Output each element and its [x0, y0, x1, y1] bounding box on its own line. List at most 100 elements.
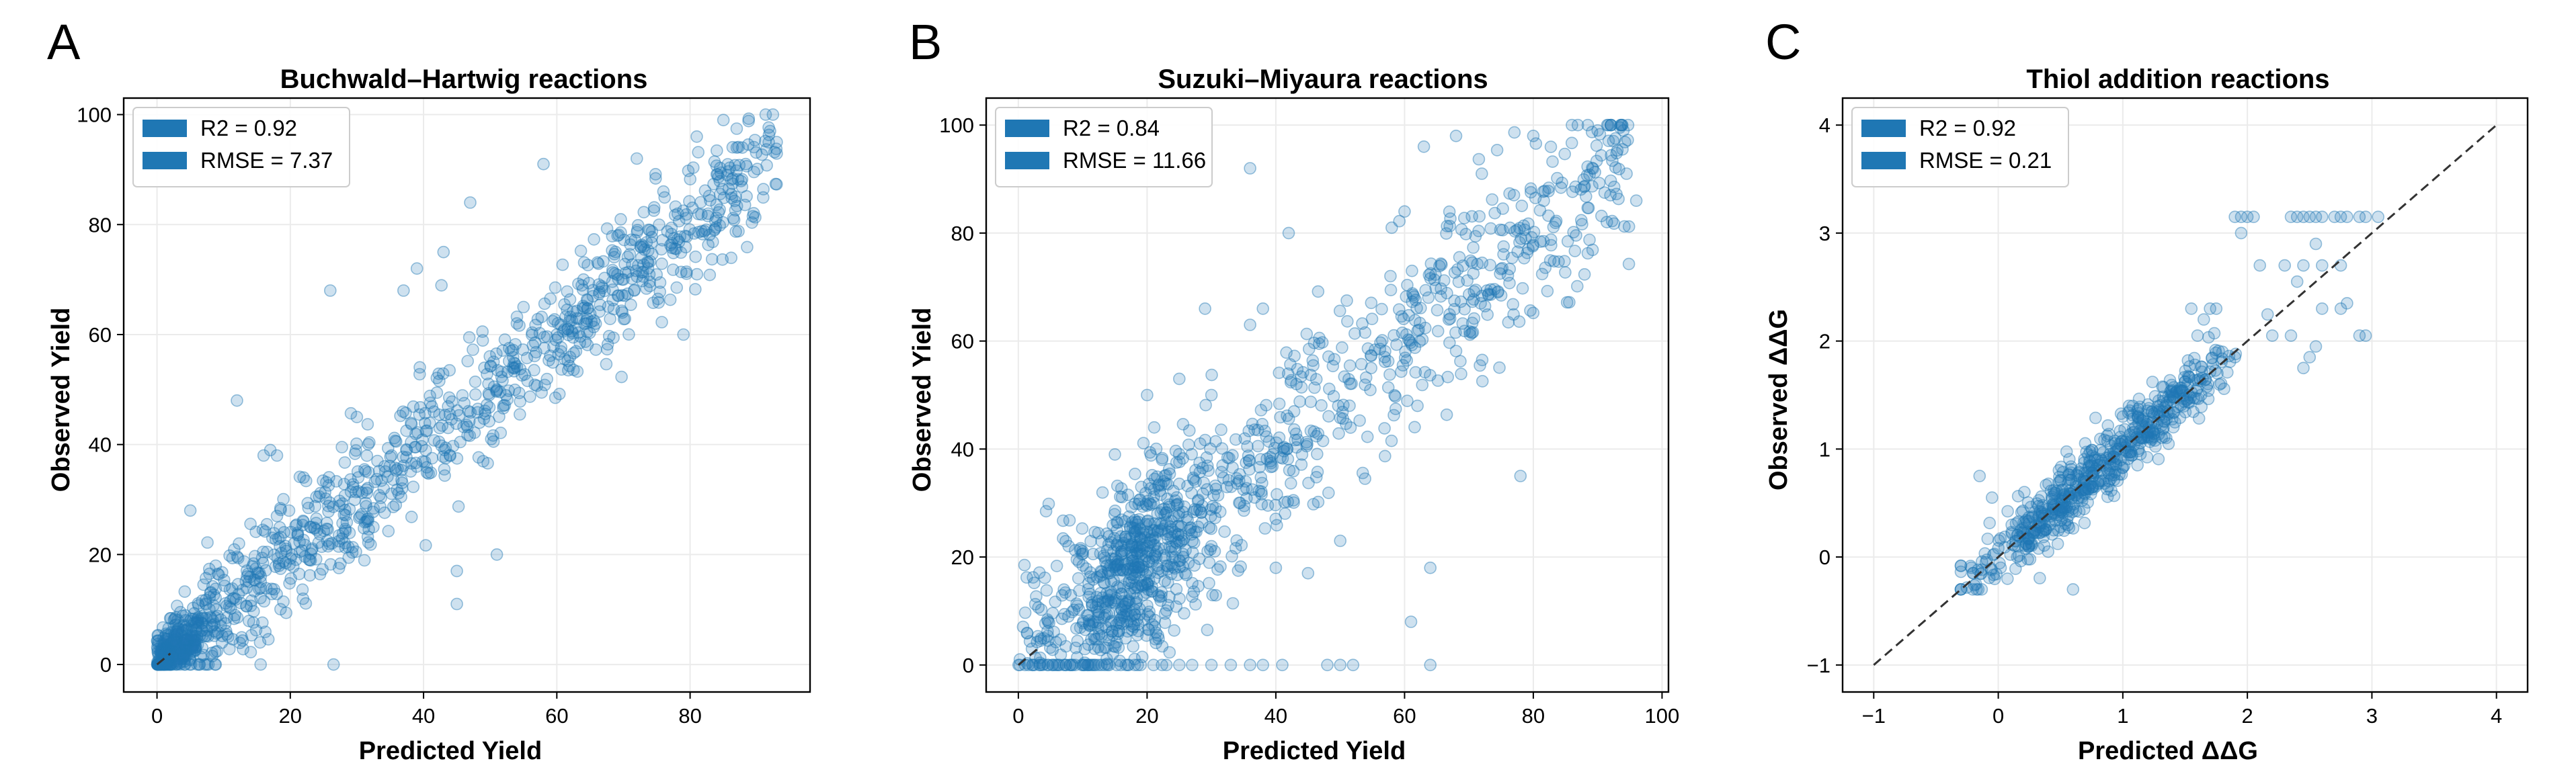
scatter-point [695, 208, 708, 221]
scatter-point [482, 387, 495, 400]
scatter-point [1182, 438, 1195, 451]
scatter-point [1388, 389, 1401, 402]
scatter-point [424, 396, 437, 409]
scatter-point [1141, 608, 1154, 621]
scatter-point [1104, 615, 1117, 629]
scatter-point [343, 503, 356, 516]
scatter-point [361, 482, 374, 494]
scatter-point [424, 466, 438, 479]
scatter-point [726, 177, 739, 190]
scatter-point [656, 234, 669, 247]
scatter-point [668, 232, 680, 245]
scatter-point [667, 247, 680, 259]
scatter-point [1340, 294, 1353, 307]
scatter-point [760, 143, 773, 156]
scatter-point [572, 326, 585, 339]
scatter-point [1123, 596, 1136, 609]
scatter-point [665, 221, 678, 234]
scatter-point [2359, 210, 2372, 224]
scatter-point [389, 499, 403, 511]
scatter-point [1166, 529, 1179, 543]
scatter-point [2115, 468, 2128, 481]
legend-box [132, 107, 350, 187]
scatter-point [508, 356, 521, 370]
scatter-point [762, 128, 776, 142]
scatter-point [220, 627, 233, 641]
scatter-point [164, 611, 177, 625]
scatter-point [2316, 302, 2329, 315]
scatter-point [589, 317, 602, 331]
scatter-point [151, 642, 164, 656]
scatter-point [181, 633, 194, 646]
scatter-point [707, 177, 720, 191]
scatter-point [1033, 658, 1047, 672]
scatter-point [1150, 545, 1164, 558]
scatter-point [162, 652, 175, 665]
scatter-point [1160, 604, 1173, 617]
scatter-point [210, 644, 224, 658]
scatter-point [1508, 224, 1521, 238]
scatter-point [1233, 474, 1246, 488]
scatter-point [195, 616, 208, 630]
scatter-point [1152, 589, 1165, 602]
scatter-point [314, 486, 327, 500]
scatter-point [1605, 118, 1617, 132]
scatter-point [606, 275, 619, 288]
scatter-point [1417, 140, 1431, 153]
scatter-point [428, 434, 441, 447]
scatter-point [725, 173, 738, 186]
scatter-point [1478, 300, 1492, 313]
scatter-point [175, 652, 189, 665]
scatter-point [237, 555, 251, 568]
scatter-point [259, 582, 273, 595]
scatter-point [169, 618, 183, 632]
scatter-point [153, 653, 165, 666]
scatter-point [1176, 550, 1190, 564]
scatter-point [1148, 613, 1162, 627]
scatter-point [1230, 472, 1244, 485]
scatter-point [227, 612, 241, 625]
scatter-point [277, 492, 290, 506]
scatter-point [575, 279, 588, 292]
scatter-point [274, 503, 287, 517]
scatter-point [1094, 564, 1107, 578]
scatter-point [1538, 184, 1552, 198]
scatter-point [192, 599, 205, 612]
scatter-point [578, 317, 591, 331]
scatter-point [612, 228, 625, 242]
scatter-point [209, 559, 223, 572]
scatter-point [420, 461, 434, 474]
scatter-point [1356, 317, 1369, 330]
scatter-point [157, 640, 170, 652]
scatter-point [563, 314, 576, 328]
scatter-point [179, 634, 192, 646]
scatter-point [163, 658, 175, 671]
scatter-point [1297, 365, 1310, 379]
scatter-point [1344, 377, 1357, 390]
scatter-point [1379, 345, 1392, 358]
scatter-point [1139, 517, 1152, 531]
scatter-point [308, 521, 321, 534]
scatter-point [175, 625, 188, 639]
scatter-point [1020, 627, 1034, 640]
scatter-point [634, 240, 647, 253]
scatter-point [1204, 442, 1217, 456]
scatter-point [700, 223, 713, 236]
scatter-point [197, 578, 210, 591]
scatter-point [614, 226, 627, 239]
scatter-point [188, 641, 202, 654]
scatter-point [625, 298, 637, 312]
scatter-point [1129, 560, 1141, 574]
scatter-point [151, 629, 164, 642]
scatter-point [231, 550, 244, 563]
scatter-point [167, 613, 181, 627]
scatter-point [502, 355, 516, 367]
scatter-point [1203, 521, 1215, 534]
scatter-point [531, 312, 545, 326]
scatter-point [1059, 535, 1072, 548]
scatter-point [1129, 582, 1141, 595]
scatter-point [1071, 599, 1084, 612]
scatter-point [346, 546, 359, 559]
scatter-point [1175, 529, 1188, 542]
